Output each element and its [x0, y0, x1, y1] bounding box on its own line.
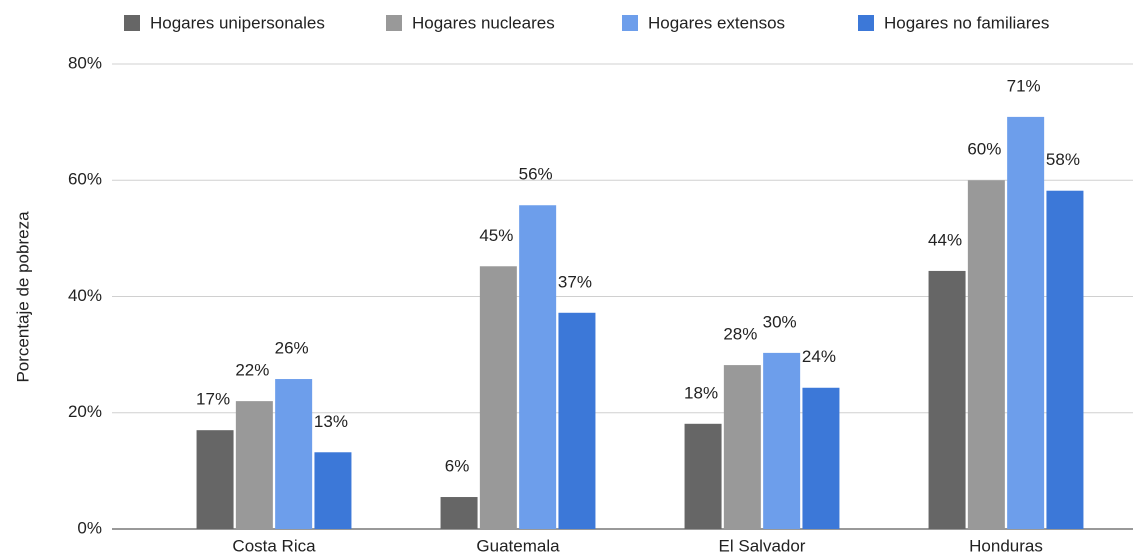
bar — [440, 497, 478, 529]
legend-swatch — [858, 15, 874, 31]
value-label: 30% — [763, 312, 797, 331]
value-label: 13% — [314, 412, 348, 431]
y-tick-label: 0% — [77, 518, 102, 537]
value-label: 58% — [1046, 150, 1080, 169]
legend-label: Hogares no familiares — [884, 13, 1049, 32]
y-tick-label: 20% — [68, 402, 102, 421]
bar — [235, 401, 273, 529]
bar — [479, 266, 517, 529]
value-label: 44% — [928, 230, 962, 249]
x-tick-label: Costa Rica — [232, 536, 316, 555]
bar — [314, 452, 352, 529]
bar — [1046, 190, 1084, 529]
y-axis-label: Porcentaje de pobreza — [13, 211, 32, 383]
value-label: 18% — [684, 383, 718, 402]
legend-swatch — [622, 15, 638, 31]
legend-label: Hogares nucleares — [412, 13, 555, 32]
bar — [763, 352, 801, 529]
x-tick-label: Honduras — [969, 536, 1043, 555]
x-tick-label: El Salvador — [719, 536, 806, 555]
value-label: 28% — [723, 325, 757, 344]
legend-swatch — [124, 15, 140, 31]
bar — [275, 379, 313, 529]
value-label: 22% — [235, 361, 269, 380]
bar — [802, 387, 840, 529]
value-label: 71% — [1007, 76, 1041, 95]
legend-swatch — [386, 15, 402, 31]
y-tick-label: 40% — [68, 286, 102, 305]
bar — [967, 180, 1005, 529]
y-tick-label: 80% — [68, 53, 102, 72]
value-label: 37% — [558, 272, 592, 291]
bar — [1007, 116, 1045, 530]
value-label: 56% — [519, 165, 553, 184]
bar — [723, 365, 761, 529]
value-label: 17% — [196, 390, 230, 409]
value-label: 6% — [445, 457, 470, 476]
value-label: 60% — [967, 140, 1001, 159]
bar — [196, 430, 234, 529]
bar — [519, 205, 557, 529]
bar — [558, 312, 596, 529]
legend-label: Hogares extensos — [648, 13, 785, 32]
bar — [684, 423, 722, 529]
value-label: 45% — [479, 226, 513, 245]
value-label: 24% — [802, 347, 836, 366]
y-tick-label: 60% — [68, 170, 102, 189]
x-tick-label: Guatemala — [476, 536, 560, 555]
legend-label: Hogares unipersonales — [150, 13, 325, 32]
bar — [928, 270, 966, 529]
value-label: 26% — [275, 339, 309, 358]
